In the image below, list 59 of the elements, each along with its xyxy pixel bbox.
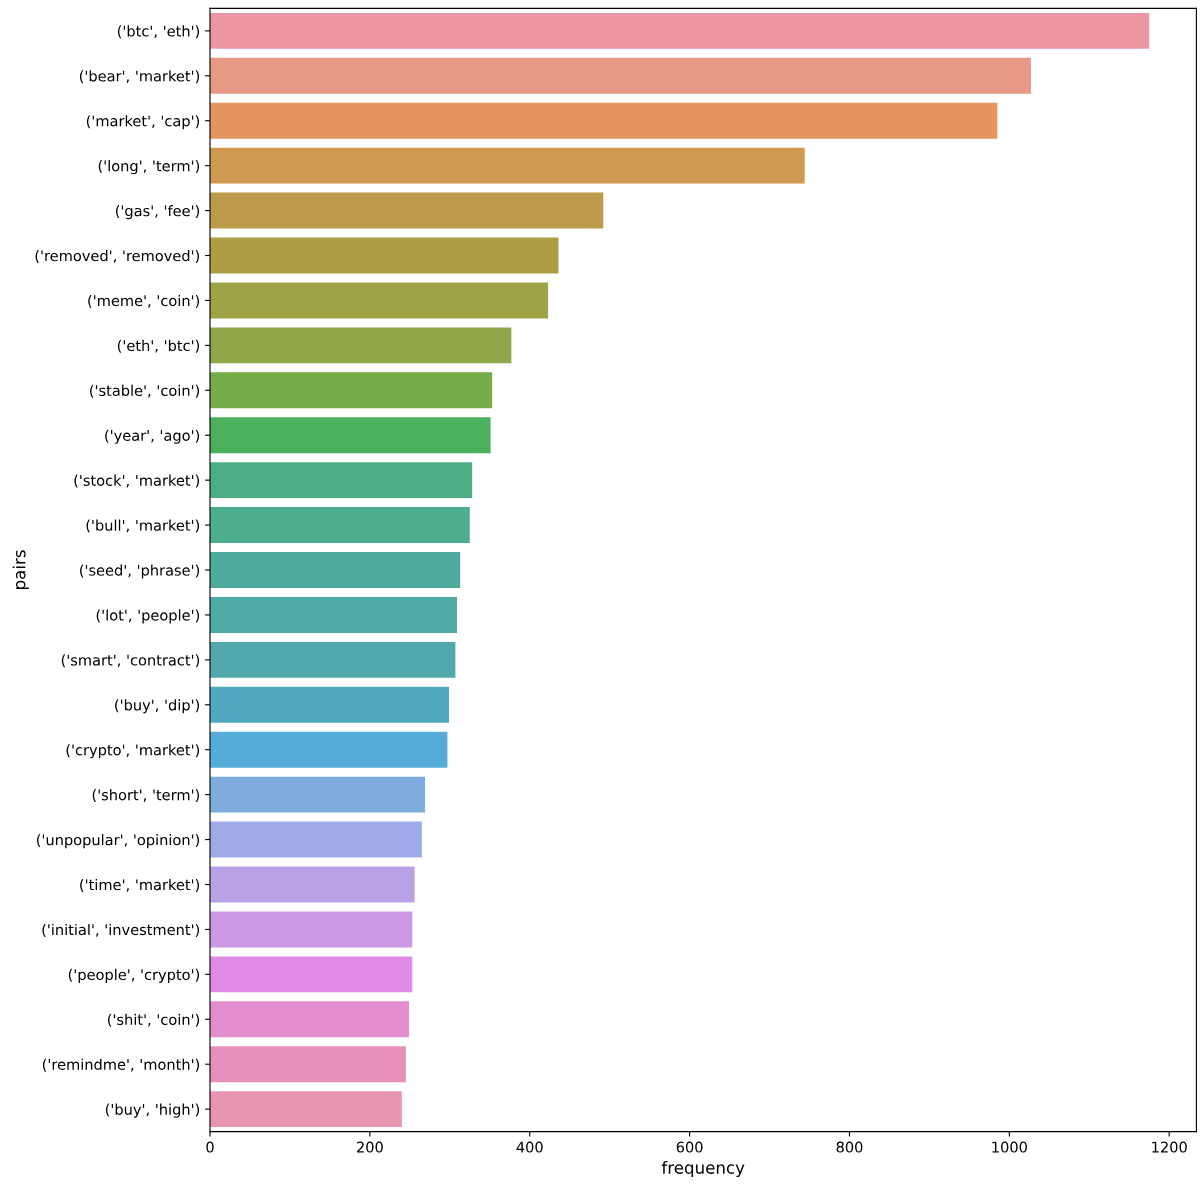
y-axis-title: pairs xyxy=(12,550,29,589)
x-axis-title: frequency xyxy=(661,1160,745,1178)
y-tick-label: ('stock', 'market') xyxy=(74,474,200,488)
bar xyxy=(210,237,559,274)
x-tick-label: 600 xyxy=(676,1141,703,1153)
y-tick-label: ('seed', 'phrase') xyxy=(80,564,200,579)
y-tick-label: ('meme', 'coin') xyxy=(88,294,200,308)
bar xyxy=(210,147,805,184)
y-tick-label: ('crypto', 'market') xyxy=(66,744,200,759)
bar xyxy=(210,911,413,948)
bar xyxy=(210,12,1150,49)
bar xyxy=(210,372,493,409)
x-tick-label: 1000 xyxy=(992,1141,1027,1153)
y-tick-label: ('stable', 'coin') xyxy=(90,384,200,398)
x-tick-label: 200 xyxy=(357,1141,383,1153)
y-tick-label: ('eth', 'btc') xyxy=(117,339,200,353)
y-tick-label: ('remindme', 'month') xyxy=(42,1058,200,1072)
bar xyxy=(210,507,470,544)
bar xyxy=(210,731,448,768)
y-tick-label: ('year', 'ago') xyxy=(105,429,200,444)
y-tick-label: ('market', 'cap') xyxy=(86,115,200,130)
x-tick-label: 0 xyxy=(206,1141,214,1153)
y-tick-label: ('short', 'term') xyxy=(92,789,200,803)
y-tick-label: ('btc', 'eth') xyxy=(117,25,200,39)
y-tick-label: ('gas', 'fee') xyxy=(115,205,200,220)
bar xyxy=(210,776,426,813)
y-tick-label: ('buy', 'high') xyxy=(105,1103,200,1118)
y-tick-label: ('long', 'term') xyxy=(98,160,200,175)
bar xyxy=(210,1091,402,1128)
bar xyxy=(210,866,415,903)
bar xyxy=(210,192,604,229)
y-tick-label: ('people', 'crypto') xyxy=(68,968,200,983)
x-tick-label: 400 xyxy=(516,1141,543,1153)
y-tick-label: ('bull', 'market') xyxy=(86,519,200,533)
bar xyxy=(210,821,422,858)
y-tick-label: ('initial', 'investment') xyxy=(42,923,200,937)
y-tick-label: ('bear', 'market') xyxy=(79,70,200,84)
bar xyxy=(210,686,450,723)
x-tick-label: 800 xyxy=(836,1141,863,1153)
bar xyxy=(210,282,549,319)
bar xyxy=(210,1001,410,1038)
bar xyxy=(210,956,413,993)
y-tick-label: ('smart', 'contract') xyxy=(61,654,200,668)
bar xyxy=(210,417,491,454)
bar xyxy=(210,462,473,499)
bar xyxy=(210,596,457,633)
y-tick-label: ('buy', 'dip') xyxy=(115,699,200,714)
bar xyxy=(210,552,461,588)
bar xyxy=(210,641,456,678)
bar xyxy=(210,57,1031,94)
y-tick-label: ('lot', 'people') xyxy=(96,609,200,624)
y-tick-label: ('unpopular', 'opinion') xyxy=(37,834,200,849)
bar xyxy=(210,1046,406,1083)
y-tick-label: ('time', 'market') xyxy=(80,878,200,892)
x-tick-label: 1200 xyxy=(1152,1141,1187,1153)
bar xyxy=(210,327,512,364)
bar xyxy=(210,102,998,139)
y-tick-label: ('removed', 'removed') xyxy=(35,249,200,263)
y-tick-label: ('shit', 'coin') xyxy=(108,1013,200,1027)
